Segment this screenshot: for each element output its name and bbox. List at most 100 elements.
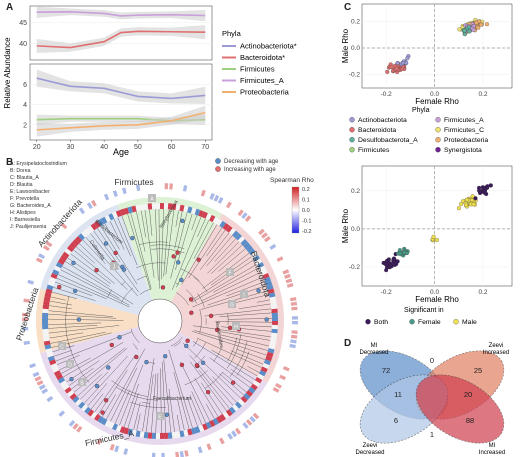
heat-ring-outer-44 <box>282 269 290 275</box>
heat-ring-outer-70 <box>272 387 280 393</box>
legend-label-1: Bacteroidota* <box>240 53 285 62</box>
heat-ring-inner-174 <box>97 218 104 227</box>
heat-ring-inner-86 <box>209 419 216 428</box>
heat-ring-inner-100 <box>155 432 160 439</box>
tree-node-dot-1 <box>256 288 261 293</box>
heat-ring-inner-133 <box>50 362 58 369</box>
heat-ring-inner-72 <box>250 383 258 391</box>
tree-branch-80 <box>168 388 175 433</box>
tree-branch-59 <box>192 341 256 380</box>
heat-ring-inner-153 <box>46 284 54 291</box>
venn-set-label-2-0: Zeevi <box>363 443 378 449</box>
heat-ring-outer-110 <box>109 443 115 451</box>
tree-branch-89 <box>133 402 141 430</box>
tree-branch-81 <box>163 359 171 433</box>
heat-ring-inner-132 <box>52 366 60 373</box>
heat-ring-outer-41 <box>276 256 284 262</box>
heat-ring-inner-14 <box>175 204 181 211</box>
scatter-point-top-38 <box>385 69 390 74</box>
tree-node-dot-36 <box>130 236 135 241</box>
tree-node-dot-10 <box>113 250 118 256</box>
x-tick-bottom-2: 0.2 <box>478 289 487 296</box>
heat-ring-outer-5 <box>136 184 141 192</box>
heat-ring-outer-36 <box>264 236 271 243</box>
letter-label-4: E <box>158 415 162 421</box>
panel-letter-d: D <box>344 338 352 349</box>
tree-branch-64 <box>182 342 242 399</box>
heat-ring-inner-173 <box>94 220 101 229</box>
legend-dot-top-0 <box>349 117 355 123</box>
tree-branch-2 <box>130 212 152 289</box>
scatter-point-top-145 <box>462 32 467 37</box>
tree-arc-37 <box>193 339 198 347</box>
x-tick-bottom-1: 0.0 <box>430 289 439 296</box>
venn-region-value-4: 20 <box>464 390 472 399</box>
heat-ring-inner-166 <box>72 239 80 247</box>
letter-box-2 <box>58 342 66 350</box>
heat-ring-inner-123 <box>72 395 80 403</box>
heat-ring-inner-75 <box>243 392 251 400</box>
tree-arc-19 <box>174 341 182 347</box>
tree-branch-100 <box>87 383 108 407</box>
heat-ring-outer-67 <box>279 374 287 381</box>
tree-branch-24 <box>199 232 230 271</box>
colorbar-tick-0: 0.2 <box>302 187 310 193</box>
heat-ring-outer-162 <box>45 241 53 248</box>
heat-ring-inner-61 <box>268 344 276 350</box>
tree-branch-27 <box>207 241 240 274</box>
heat-ring-inner-37 <box>250 251 258 259</box>
tree-branch-45 <box>227 318 272 320</box>
abbrev-4: E: Lawsonibacter <box>10 189 50 195</box>
heat-ring-inner-85 <box>212 417 219 426</box>
tree-branch-55 <box>231 350 264 365</box>
tree-branch-22 <box>188 227 223 279</box>
tree-branch-145 <box>100 225 138 285</box>
tree-branch-10 <box>163 209 170 277</box>
abbrev-0: A: Erysipelatoclostridium <box>10 161 67 167</box>
abbrev-2: C: Blautia_A <box>10 175 39 181</box>
scatter-point-bottom-106 <box>473 196 478 201</box>
heat-ring-inner-129 <box>57 377 66 384</box>
heat-ring-outer-58 <box>290 334 298 339</box>
tree-arc-32 <box>199 309 202 333</box>
scatter-point-top-146 <box>462 28 467 33</box>
tree-node-dot-28 <box>200 360 206 365</box>
legend-title-bottom: Significant in <box>404 307 444 314</box>
heat-ring-inner-125 <box>67 389 75 397</box>
heat-ring-inner-82 <box>222 411 230 419</box>
colorbar-title: Spearman Rho <box>270 177 314 184</box>
heat-ring-inner-83 <box>219 413 226 422</box>
tree-arc-13 <box>132 343 137 348</box>
heat-ring-inner-29 <box>228 228 236 236</box>
heat-ring-inner-0 <box>119 208 126 216</box>
colorbar-tick-2: 0.0 <box>302 208 310 214</box>
heat-ring-inner-33 <box>240 239 248 247</box>
heat-ring-inner-159 <box>55 262 64 269</box>
heat-ring-inner-89 <box>198 424 205 432</box>
y-tick-top-0: 40 <box>19 41 27 48</box>
tree-node-dot-43 <box>164 412 169 417</box>
tree-node-dot-5 <box>205 389 211 395</box>
heat-ring-inner-23 <box>209 214 216 223</box>
letter-box-1 <box>78 378 86 386</box>
tree-branch-124 <box>49 305 72 309</box>
heat-ring-inner-148 <box>42 304 50 310</box>
heat-ring-inner-60 <box>269 340 277 346</box>
tree-branch-106 <box>68 367 94 387</box>
letter-box-9 <box>110 262 118 270</box>
tree-arc-8 <box>130 328 140 343</box>
colorbar <box>291 186 300 234</box>
legend-label-top-2: Desulfobacterota_A <box>358 137 418 144</box>
tree-branch-50 <box>219 331 271 341</box>
heat-ring-inner-97 <box>167 432 173 439</box>
tree-branch-33 <box>191 264 257 303</box>
y-tick-top-1: 0.0 <box>351 45 360 52</box>
tree-branch-70 <box>194 377 219 417</box>
tree-arc-9 <box>226 333 242 369</box>
tree-legend-dot-1 <box>215 166 221 172</box>
legend-label-top-1: Bacteroidota <box>358 127 396 134</box>
tree-branch-17 <box>172 216 202 290</box>
series-line-top-0 <box>36 11 206 17</box>
heat-ring-inner-44 <box>263 276 271 283</box>
heat-ring-outer-47 <box>286 282 294 288</box>
